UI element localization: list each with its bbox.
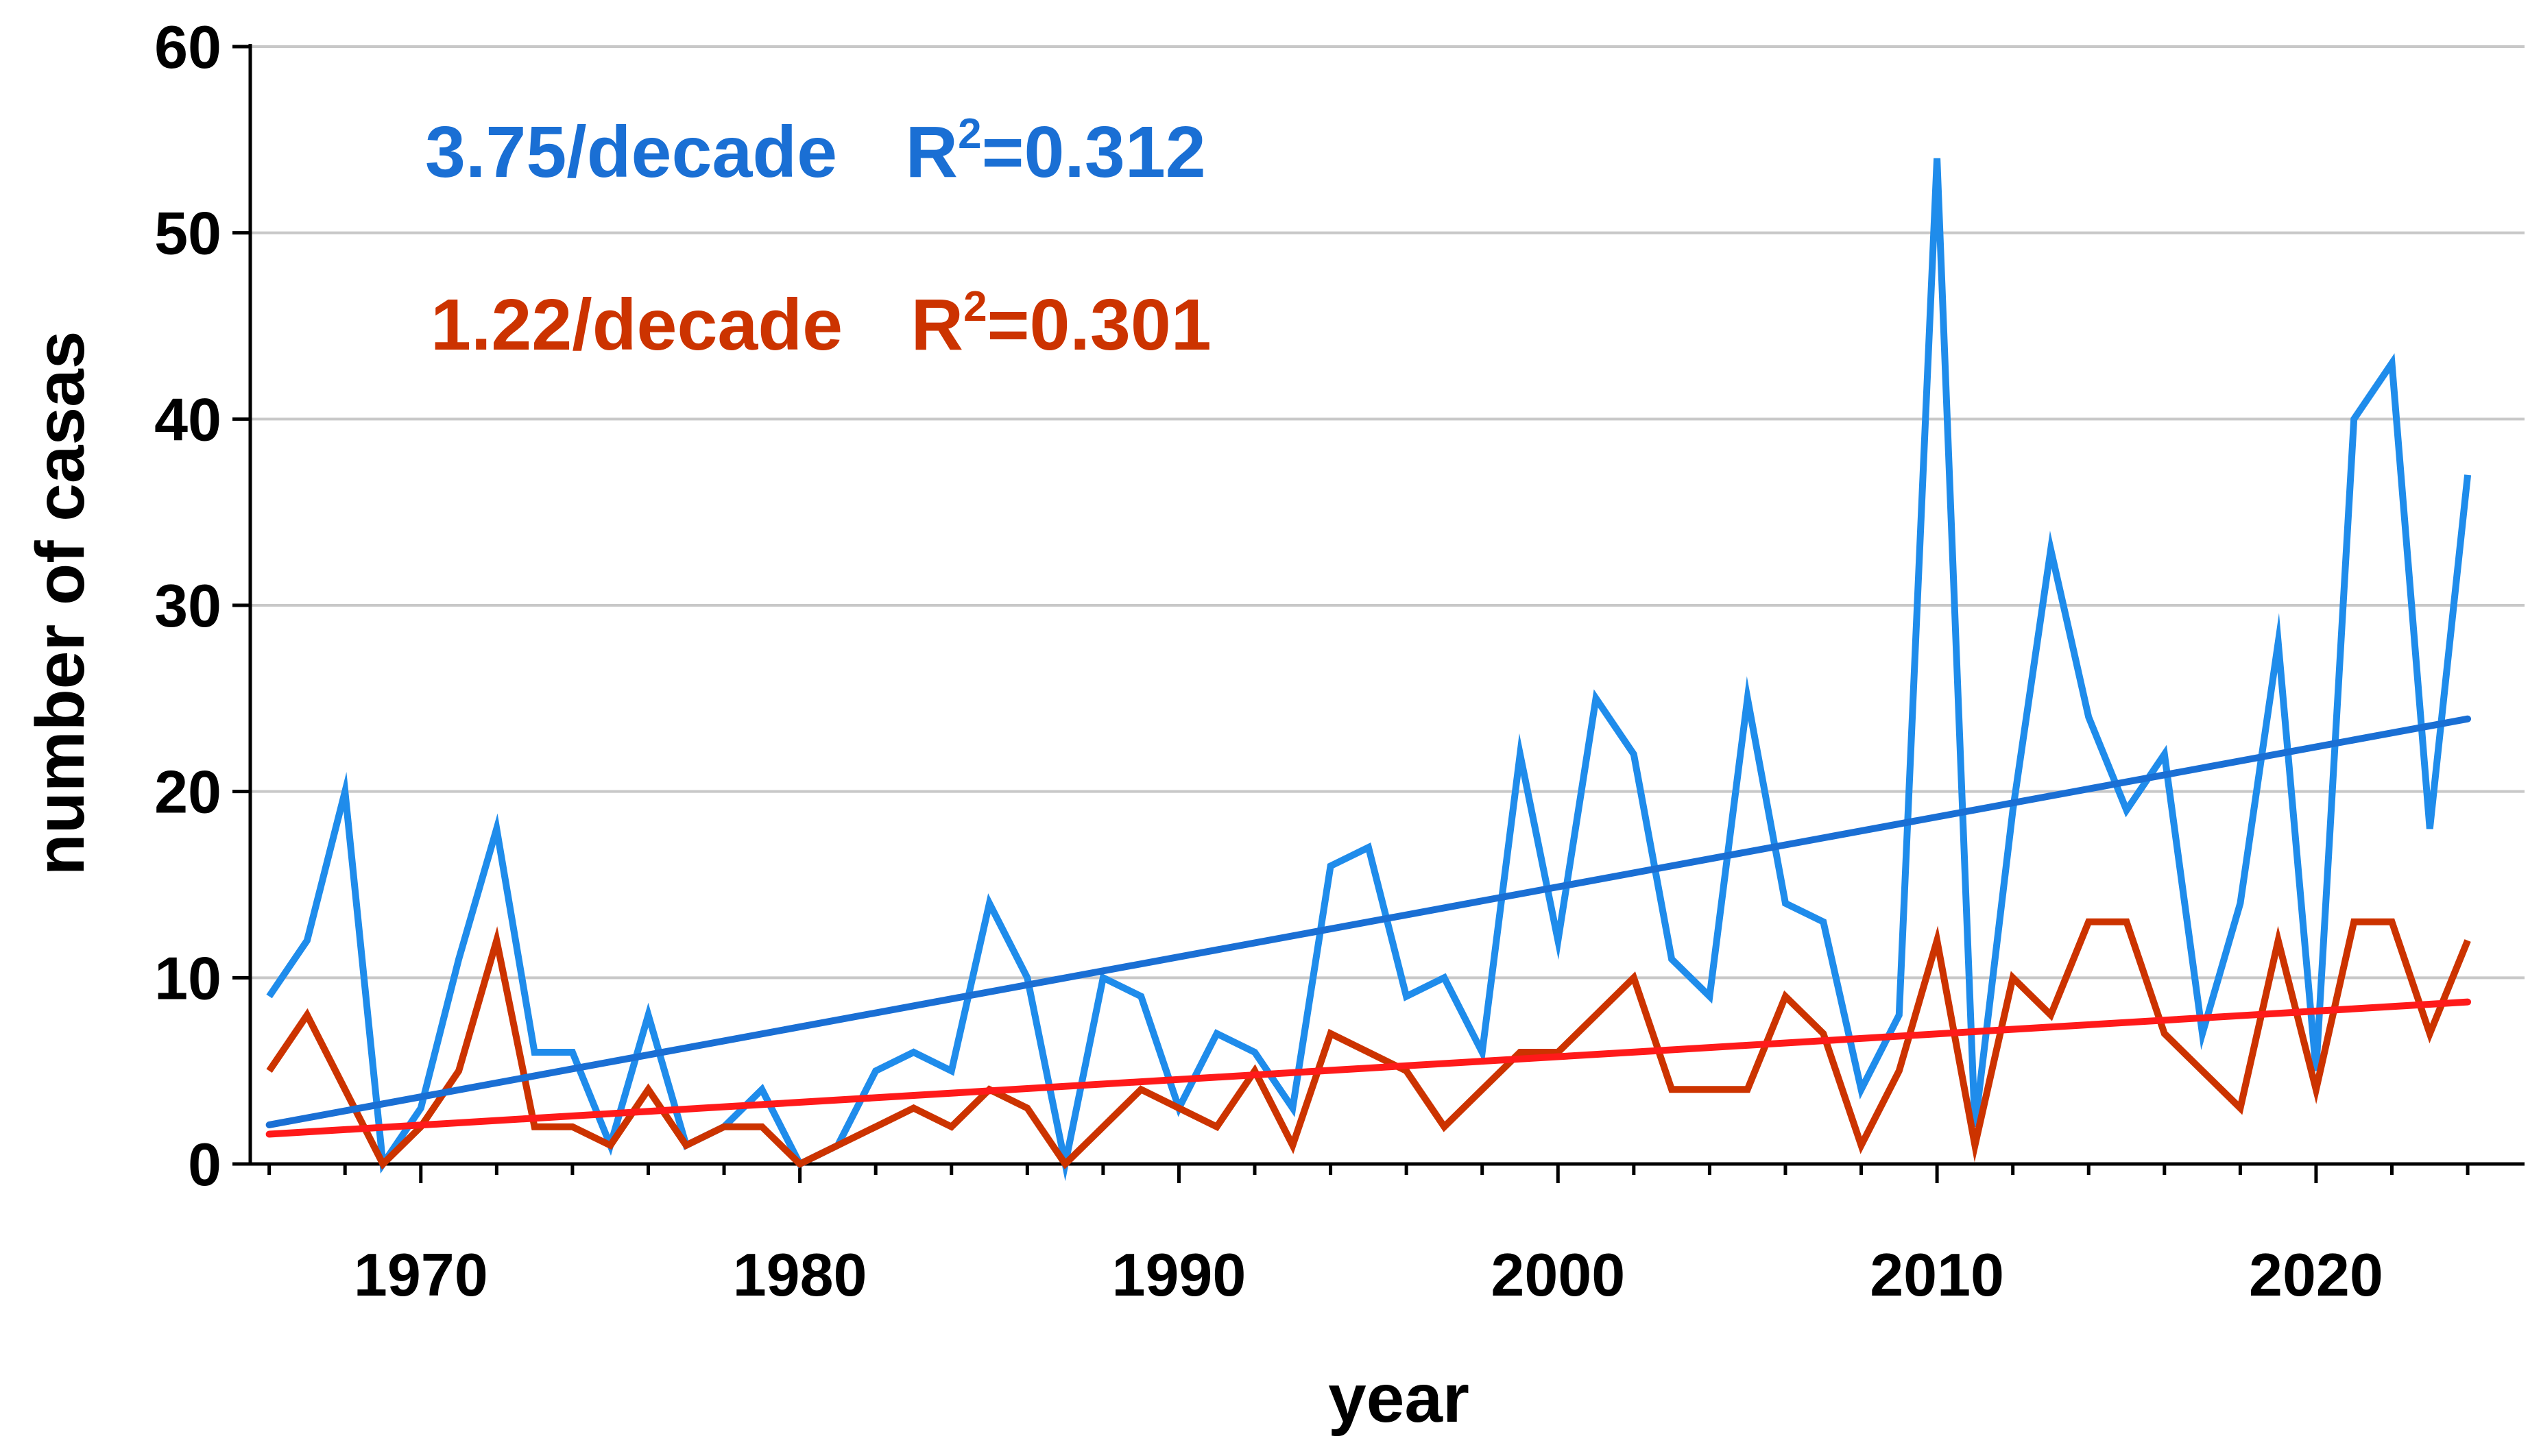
annotation-subset-trend: 1.22/decade R2=0.301 bbox=[431, 283, 1212, 365]
y-tick-label-60: 60 bbox=[154, 13, 221, 81]
x-tick-label-1970: 1970 bbox=[354, 1241, 488, 1309]
annotation-subset-r2-value: =0.301 bbox=[987, 284, 1212, 365]
y-tick-label-40: 40 bbox=[154, 385, 221, 453]
x-tick-label-2000: 2000 bbox=[1491, 1241, 1625, 1309]
trend-lines bbox=[265, 715, 2472, 1138]
annotation-total-r2-label: R bbox=[906, 112, 959, 193]
y-axis-title: number of casas bbox=[22, 331, 99, 876]
annotation-total-trend: 3.75/decade R2=0.312 bbox=[425, 110, 1206, 193]
y-tick-label-30: 30 bbox=[154, 572, 221, 640]
annotation-subset-rate: 1.22/decade bbox=[431, 284, 843, 365]
annotation-total-r2-sup: 2 bbox=[958, 110, 981, 158]
x-axis-title: year bbox=[1328, 1360, 1469, 1437]
trendline-total-trend bbox=[265, 715, 2472, 1128]
annotation-subset-r2-label: R bbox=[911, 284, 964, 365]
x-tick-label-2020: 2020 bbox=[2249, 1241, 2383, 1309]
series-line-subset bbox=[266, 918, 2471, 1170]
x-tick-label-2010: 2010 bbox=[1870, 1241, 2004, 1309]
y-tick-label-10: 10 bbox=[154, 944, 221, 1012]
annotation-total-rate: 3.75/decade bbox=[425, 112, 837, 193]
trendline-subset-trend bbox=[265, 998, 2472, 1138]
x-tick-label-1990: 1990 bbox=[1112, 1241, 1247, 1309]
y-tick-label-20: 20 bbox=[154, 758, 221, 826]
annotation-total-r2-value: =0.312 bbox=[982, 112, 1206, 193]
y-tick-label-0: 0 bbox=[188, 1130, 221, 1198]
x-axis-ticks: 1970 1980 1990 2000 2010 2020 bbox=[267, 1164, 2470, 1309]
y-axis-ticks: 0 10 20 30 40 50 60 bbox=[154, 13, 250, 1198]
annotation-subset-r2-sup: 2 bbox=[963, 283, 987, 330]
x-tick-label-1980: 1980 bbox=[733, 1241, 867, 1309]
y-tick-label-50: 50 bbox=[154, 199, 221, 267]
